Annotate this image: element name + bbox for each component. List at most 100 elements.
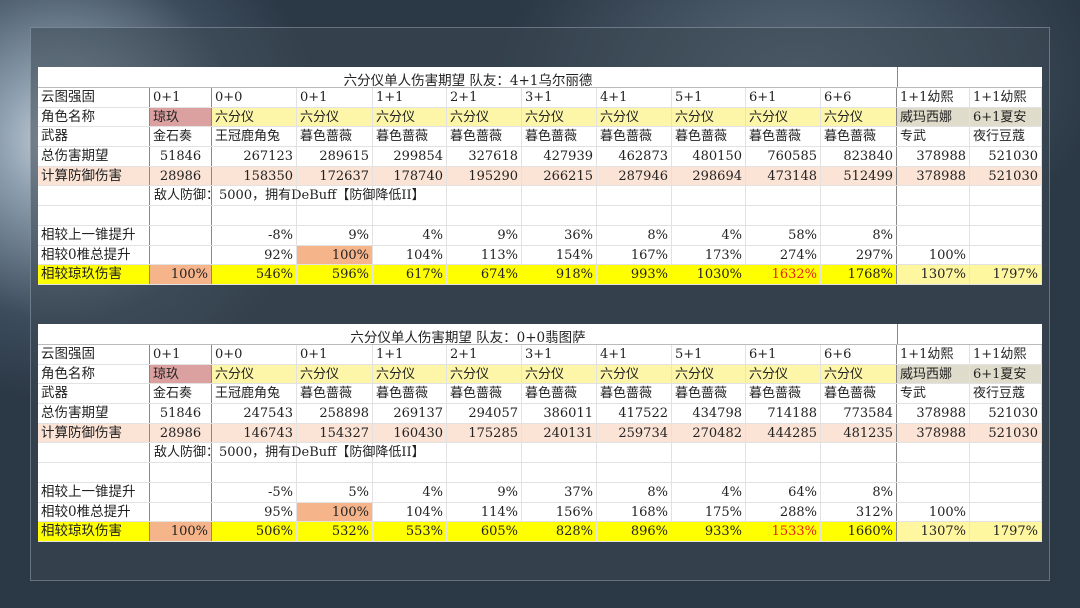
row-label: 计算防御伤害 [38, 166, 150, 186]
cell: 36% [522, 225, 597, 245]
cell: 378988 [897, 404, 970, 423]
cell: 444285 [746, 423, 821, 443]
cell: 8% [821, 225, 897, 245]
cell: 5% [297, 482, 373, 502]
cell: 1307% [897, 522, 970, 541]
cell: 288% [746, 502, 821, 522]
row-note: 敌人防御：5000，拥有DeBuff【防御降低II】 [38, 186, 1042, 207]
cell: 481235 [821, 423, 897, 443]
cell: 58% [746, 225, 821, 245]
cell: 64% [746, 482, 821, 502]
cell: 六分仪 [373, 364, 447, 384]
cell: 175285 [447, 423, 522, 443]
cell: 9% [447, 225, 522, 245]
cell: 617% [373, 265, 447, 284]
cell: 六分仪 [522, 364, 597, 384]
cell: 918% [522, 265, 597, 284]
table-title-text: 六分仪单人伤害期望 队友：0+0翡图萨 [350, 330, 586, 346]
cell: 六分仪 [821, 107, 897, 127]
row-label: 武器 [38, 384, 150, 404]
cell: 480150 [672, 147, 746, 166]
cell: 暮色蔷薇 [597, 127, 672, 147]
cell [897, 482, 970, 502]
cell: 506% [212, 522, 297, 541]
cell: 6+1 [746, 345, 821, 364]
cell: 297% [821, 245, 897, 265]
cell: 270482 [672, 423, 746, 443]
row-note: 敌人防御：5000，拥有DeBuff【防御降低II】 [38, 443, 1042, 464]
cell: 674% [447, 265, 522, 284]
damage-table-ulrid: 六分仪单人伤害期望 队友：4+1乌尔丽德 云图强固 0+1 0+0 0+1 1+1 2+1 3… [38, 67, 1042, 285]
cell: 532% [297, 522, 373, 541]
cell: 暮色蔷薇 [746, 127, 821, 147]
cell: 95% [212, 502, 297, 522]
cell: 0+1 [297, 345, 373, 364]
cell: 六分仪 [297, 107, 373, 127]
cell: 4% [672, 225, 746, 245]
table-title: 六分仪单人伤害期望 队友：0+0翡图萨 [38, 324, 1042, 346]
table-title: 六分仪单人伤害期望 队友：4+1乌尔丽德 [38, 67, 1042, 89]
cell: 王冠鹿角兔 [212, 384, 297, 404]
cell: 154327 [297, 423, 373, 443]
cell: 1660% [821, 522, 897, 541]
cell: -8% [212, 225, 297, 245]
cell: 28986 [150, 166, 212, 186]
cell: 六分仪 [746, 364, 821, 384]
cell: 六分仪 [821, 364, 897, 384]
cell: 92% [212, 245, 297, 265]
cell: 1307% [897, 265, 970, 284]
row-label: 总伤害期望 [38, 404, 150, 423]
cell: 294057 [447, 404, 522, 423]
cell: 378988 [897, 423, 970, 443]
cell: 473148 [746, 166, 821, 186]
cell: 3+1 [522, 345, 597, 364]
damage-table-fitusa: 六分仪单人伤害期望 队友：0+0翡图萨 云图强固 0+1 0+0 0+1 1+1 2+1 3+… [38, 324, 1042, 542]
cell: 1+1幼熙 [970, 88, 1042, 107]
cell: 2+1 [447, 345, 522, 364]
cell: 暮色蔷薇 [373, 127, 447, 147]
cell: 298694 [672, 166, 746, 186]
cell: 金石奏 [150, 384, 212, 404]
cell: 160430 [373, 423, 447, 443]
cell: 287946 [597, 166, 672, 186]
cell: 100% [897, 245, 970, 265]
cell: 专武 [897, 384, 970, 404]
cell: 521030 [970, 166, 1042, 186]
cell: 暮色蔷薇 [297, 384, 373, 404]
cell: 113% [447, 245, 522, 265]
row-defense-damage: 计算防御伤害 28986 146743 154327 160430 175285 24013… [38, 423, 1042, 444]
cell: 274% [746, 245, 821, 265]
cell: 4% [373, 482, 447, 502]
cell: 100% [297, 502, 373, 522]
row-total-damage: 总伤害期望 51846 267123 289615 299854 327618 427939… [38, 147, 1042, 167]
cell: 175% [672, 502, 746, 522]
row-label: 相较0椎总提升 [38, 502, 150, 522]
cell: 暮色蔷薇 [522, 384, 597, 404]
cell: 1797% [970, 522, 1042, 541]
cell: 暮色蔷薇 [672, 384, 746, 404]
cell: 6+6 [821, 345, 897, 364]
cell: 8% [597, 482, 672, 502]
cell: 178740 [373, 166, 447, 186]
cell: 0+0 [212, 88, 297, 107]
row-weapon: 武器 金石奏 王冠鹿角兔 暮色蔷薇 暮色蔷薇 暮色蔷薇 暮色蔷薇 暮色蔷薇 暮色蔷薇 暮色蔷薇 暮色… [38, 384, 1042, 405]
cell: 1632% [746, 265, 821, 284]
cell: 240131 [522, 423, 597, 443]
cell: 1+1 [373, 88, 447, 107]
cell: 夜行豆蔻 [970, 384, 1042, 404]
cell: 暮色蔷薇 [297, 127, 373, 147]
cell: 154% [522, 245, 597, 265]
cell: 1+1幼熙 [897, 345, 970, 364]
cell: 378988 [897, 166, 970, 186]
cell: 1533% [746, 522, 821, 541]
row-label: 云图强固 [38, 345, 150, 364]
cell: 暮色蔷薇 [821, 384, 897, 404]
cell [970, 482, 1042, 502]
cell: 266215 [522, 166, 597, 186]
cell: 9% [297, 225, 373, 245]
cell [150, 225, 212, 245]
cell: 773584 [821, 404, 897, 423]
row-blank [38, 463, 1042, 483]
cell: 六分仪 [597, 107, 672, 127]
cell [150, 245, 212, 265]
